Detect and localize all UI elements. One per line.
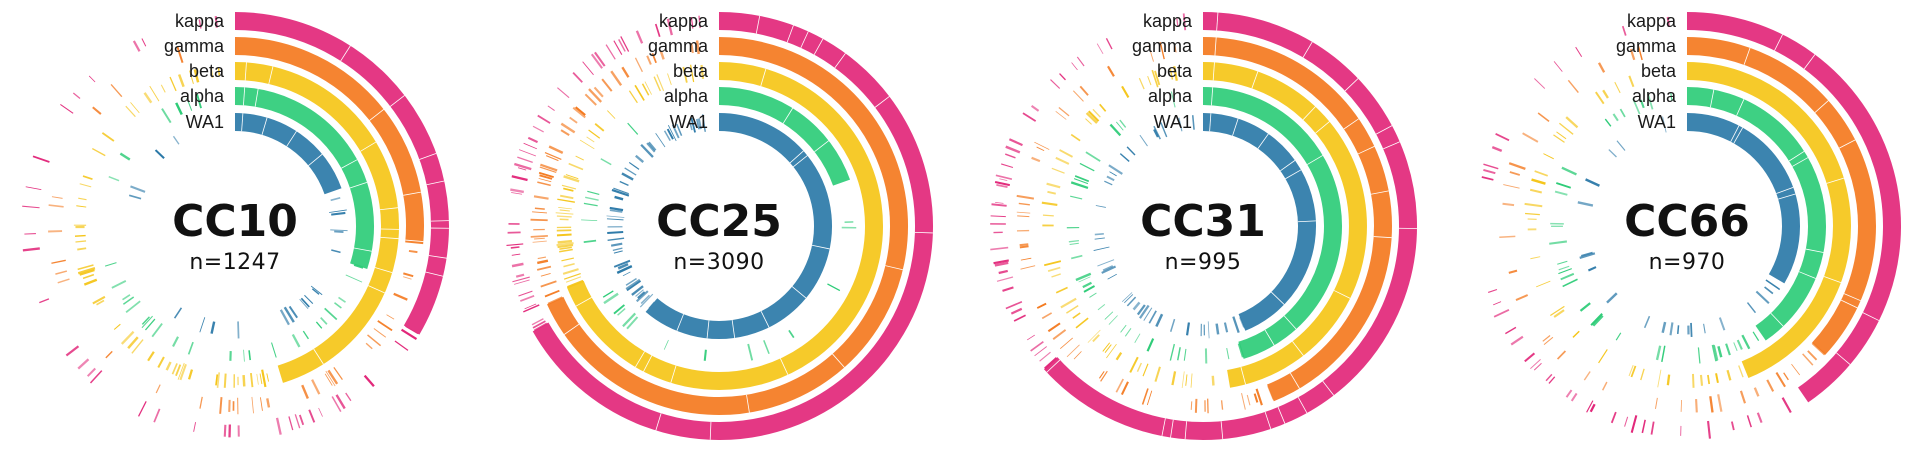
cc66-ring-kappa: [1481, 12, 1901, 439]
cc31-label-wa1: WA1: [1154, 112, 1192, 132]
cc31-label-kappa: kappa: [1143, 11, 1193, 31]
cc31-count: n=995: [1165, 250, 1242, 275]
cc25-title: CC25: [656, 196, 782, 247]
cc25-label-alpha: alpha: [664, 86, 709, 106]
cc31-label-beta: beta: [1157, 61, 1193, 81]
panel-cc10-rings: WA1 alpha beta gamma kappa CC10 n=1247: [22, 11, 449, 438]
cc10-label-wa1: WA1: [186, 112, 224, 132]
panel-cc25-rings: WA1 alpha beta gamma kappa CC25 n=3090: [506, 11, 933, 440]
panel-cc25: WA1 alpha beta gamma kappa CC25 n=3090: [484, 0, 964, 475]
cc66-label-kappa: kappa: [1627, 11, 1677, 31]
cc10-ring-kappa: [22, 12, 449, 438]
cc10-ring-alpha: [104, 87, 374, 362]
cc66-label-gamma: gamma: [1616, 36, 1677, 56]
cc31-ring-gamma: [1016, 37, 1392, 414]
cc66-label-alpha: alpha: [1632, 86, 1677, 106]
cc10-count: n=1247: [189, 250, 280, 275]
cc31-ring-kappa: [990, 12, 1417, 440]
panel-cc31-rings: WA1 alpha beta gamma kappa CC31 n=995: [990, 11, 1417, 440]
cc25-count: n=3090: [673, 250, 764, 275]
panel-cc10: WA1 alpha beta gamma kappa CC10 n=1247: [0, 0, 480, 475]
cc25-label-beta: beta: [673, 61, 709, 81]
cc10-label-kappa: kappa: [175, 11, 225, 31]
cc66-count: n=970: [1649, 250, 1726, 275]
cc10-label-alpha: alpha: [180, 86, 225, 106]
cc31-label-gamma: gamma: [1132, 36, 1193, 56]
cc31-ring-alpha: [1066, 87, 1342, 364]
cc10-title: CC10: [172, 196, 298, 247]
panel-cc31: WA1 alpha beta gamma kappa CC31 n=995: [968, 0, 1448, 475]
cc25-ring-alpha: [581, 87, 857, 361]
panel-cc66-rings: WA1 alpha beta gamma kappa CC66 n=970: [1481, 11, 1901, 439]
cc66-ring-alpha: [1549, 87, 1826, 364]
panel-cc66: WA1 alpha beta gamma kappa CC66 n=970: [1452, 0, 1920, 475]
cc25-label-wa1: WA1: [670, 112, 708, 132]
cc66-ring-beta: [1524, 62, 1851, 388]
cc25-label-gamma: gamma: [648, 36, 709, 56]
cc25-ring-wa1: [606, 113, 832, 339]
cc31-title: CC31: [1140, 196, 1266, 247]
cc31-ring-beta: [1041, 62, 1367, 389]
cc66-label-beta: beta: [1641, 61, 1677, 81]
cc66-ring-gamma: [1499, 37, 1876, 413]
cc25-label-kappa: kappa: [659, 11, 709, 31]
cc25-ring-gamma: [530, 37, 908, 415]
cc10-label-beta: beta: [189, 61, 225, 81]
cc25-ring-kappa: [506, 12, 933, 440]
cc31-label-alpha: alpha: [1148, 86, 1193, 106]
cc10-ring-wa1: [128, 113, 348, 339]
cc66-title: CC66: [1624, 196, 1750, 247]
cc10-label-gamma: gamma: [164, 36, 225, 56]
cc66-ring-wa1: [1577, 113, 1800, 337]
cc10-ring-beta: [73, 62, 399, 388]
cc66-label-wa1: WA1: [1638, 112, 1676, 132]
cc10-ring-gamma: [48, 37, 424, 415]
cc25-ring-beta: [555, 62, 883, 390]
cc31-ring-wa1: [1093, 113, 1316, 339]
